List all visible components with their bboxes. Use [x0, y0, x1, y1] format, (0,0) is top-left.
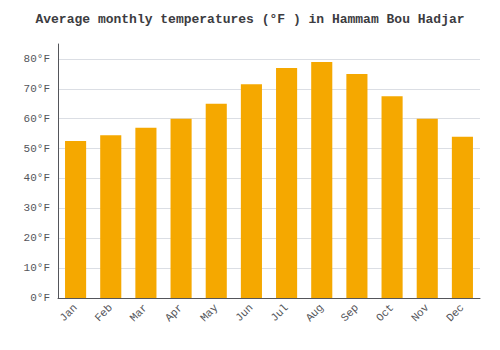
svg-text:Mar: Mar — [128, 302, 150, 324]
svg-text:May: May — [198, 301, 221, 324]
svg-text:60°F: 60°F — [24, 113, 50, 125]
svg-text:Nov: Nov — [409, 301, 432, 324]
svg-text:Jun: Jun — [233, 302, 255, 324]
svg-text:40°F: 40°F — [24, 172, 50, 184]
svg-text:Sep: Sep — [339, 302, 361, 324]
svg-text:Apr: Apr — [163, 302, 185, 324]
svg-text:Jul: Jul — [268, 302, 290, 324]
svg-text:80°F: 80°F — [24, 53, 50, 65]
svg-text:70°F: 70°F — [24, 83, 50, 95]
svg-text:50°F: 50°F — [24, 143, 50, 155]
svg-text:Dec: Dec — [444, 302, 466, 324]
svg-text:20°F: 20°F — [24, 232, 50, 244]
svg-text:Feb: Feb — [93, 302, 115, 324]
svg-text:Aug: Aug — [304, 302, 326, 324]
svg-text:Average monthly temperatures (: Average monthly temperatures (°F ) in Ha… — [35, 12, 464, 27]
svg-text:Jan: Jan — [57, 302, 79, 324]
svg-text:Oct: Oct — [374, 302, 396, 324]
svg-text:30°F: 30°F — [24, 202, 50, 214]
svg-text:0°F: 0°F — [30, 292, 50, 304]
svg-text:10°F: 10°F — [24, 262, 50, 274]
